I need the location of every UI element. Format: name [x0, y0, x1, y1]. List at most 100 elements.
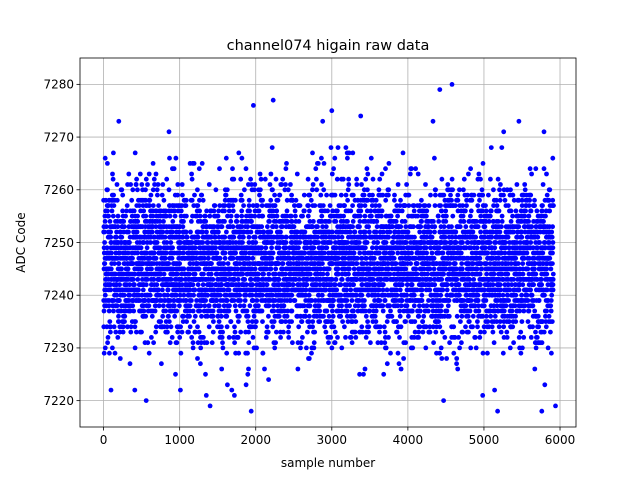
data-point [204, 229, 209, 235]
data-point [397, 335, 402, 340]
data-point [333, 277, 339, 282]
data-point [329, 319, 335, 324]
data-point [273, 271, 278, 277]
data-point [464, 203, 469, 209]
data-point [423, 345, 429, 351]
data-point [273, 219, 279, 224]
data-point [395, 350, 401, 356]
data-point [275, 303, 280, 309]
data-point [457, 345, 462, 351]
data-point [444, 308, 450, 314]
data-point [384, 361, 390, 367]
data-point [239, 208, 245, 214]
data-point [346, 271, 351, 277]
data-point [116, 250, 122, 256]
data-point [293, 213, 298, 219]
data-point [475, 224, 481, 230]
data-point [438, 345, 444, 351]
data-point [339, 303, 344, 309]
data-point [250, 255, 256, 261]
data-point [260, 197, 265, 203]
data-point [250, 282, 255, 288]
data-point [141, 208, 147, 214]
data-point [222, 197, 228, 203]
data-point [232, 340, 238, 346]
data-point [288, 182, 293, 187]
data-point [107, 350, 112, 356]
data-point [232, 329, 238, 335]
data-point [368, 208, 374, 214]
data-point [470, 324, 475, 330]
data-point [246, 366, 251, 372]
data-point [187, 271, 192, 277]
data-point [140, 287, 146, 293]
data-point [160, 313, 166, 319]
data-point [345, 187, 351, 193]
data-point [114, 197, 120, 203]
data-point [406, 192, 412, 198]
data-point [222, 255, 228, 261]
data-point [413, 266, 419, 272]
data-point [168, 324, 174, 330]
data-point [351, 282, 356, 288]
data-point [351, 250, 357, 256]
data-point [195, 203, 201, 209]
data-point [383, 166, 388, 172]
data-point [195, 261, 201, 266]
data-point [191, 319, 197, 324]
data-point [449, 197, 454, 203]
data-point [259, 308, 265, 314]
data-point [280, 176, 286, 182]
data-point [228, 219, 234, 224]
data-point [438, 203, 443, 209]
data-point [197, 213, 203, 219]
data-point [225, 382, 230, 388]
data-point [257, 229, 263, 235]
data-point [134, 176, 140, 182]
data-point [143, 176, 149, 182]
data-point [190, 308, 196, 314]
data-point [332, 192, 338, 198]
data-point [133, 182, 139, 187]
data-point [156, 203, 162, 209]
data-point [334, 287, 340, 293]
data-point [177, 335, 183, 340]
data-point [155, 182, 161, 187]
data-point [368, 155, 374, 161]
data-point [179, 282, 185, 288]
data-point [427, 287, 433, 293]
data-point [324, 245, 330, 251]
data-point [468, 213, 473, 219]
data-point [264, 324, 270, 330]
data-point [384, 319, 390, 324]
data-point [160, 229, 166, 235]
data-point [477, 255, 483, 261]
data-point [334, 176, 340, 182]
data-point [281, 303, 287, 309]
data-point [354, 261, 360, 266]
data-point [475, 203, 481, 209]
data-point [253, 240, 259, 245]
data-point [183, 298, 189, 303]
data-point [212, 203, 218, 209]
data-point [165, 329, 170, 335]
data-point [416, 313, 422, 319]
data-point [244, 213, 249, 219]
data-point [108, 329, 113, 335]
data-point [223, 277, 229, 282]
data-point [224, 187, 230, 193]
data-point [387, 271, 393, 277]
data-point [172, 213, 178, 219]
data-point [223, 155, 229, 161]
data-point [166, 261, 172, 266]
data-point [166, 187, 172, 193]
data-point [257, 171, 263, 177]
data-point [266, 313, 271, 319]
data-point [371, 255, 377, 261]
data-point [170, 245, 176, 251]
data-point [246, 340, 252, 346]
data-point [250, 335, 256, 340]
data-point [221, 261, 227, 266]
data-point [366, 329, 371, 335]
data-point [239, 155, 245, 161]
